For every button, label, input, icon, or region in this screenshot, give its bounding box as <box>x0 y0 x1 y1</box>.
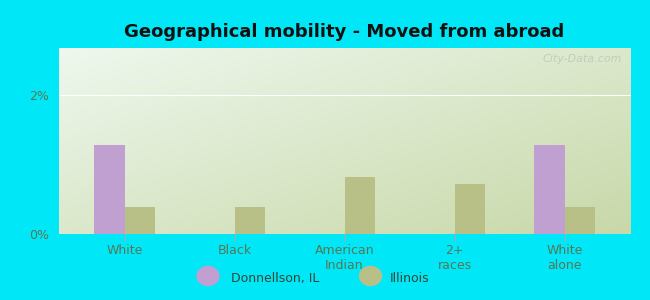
Text: City-Data.com: City-Data.com <box>542 54 622 64</box>
Bar <box>534 145 564 234</box>
Title: Geographical mobility - Moved from abroad: Geographical mobility - Moved from abroa… <box>124 23 565 41</box>
Bar <box>564 208 595 234</box>
Bar <box>125 208 155 234</box>
Bar <box>94 145 125 234</box>
Bar <box>454 184 486 234</box>
Text: Illinois: Illinois <box>390 272 430 285</box>
Bar <box>235 208 265 234</box>
Text: Donnellson, IL: Donnellson, IL <box>231 272 319 285</box>
Bar <box>344 177 375 234</box>
Ellipse shape <box>196 266 220 286</box>
Ellipse shape <box>359 266 382 286</box>
